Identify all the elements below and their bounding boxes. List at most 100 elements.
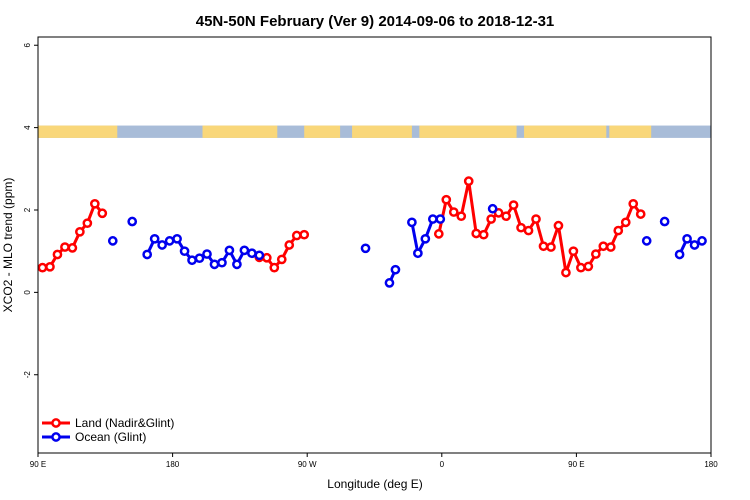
data-point (82, 218, 93, 229)
data-point (659, 216, 670, 227)
data-point (247, 248, 257, 259)
series-layer (37, 176, 707, 288)
data-point (384, 278, 395, 288)
series-land (37, 176, 646, 278)
x-axis-label: Longitude (deg E) (327, 477, 422, 491)
data-point (561, 267, 571, 278)
data-point (187, 255, 197, 266)
legend-marker (51, 418, 61, 428)
data-point (194, 253, 205, 264)
data-point (635, 209, 646, 219)
data-point (157, 240, 167, 250)
data-point (52, 249, 63, 260)
legend-label: Land (Nadir&Glint) (75, 416, 174, 430)
data-point (142, 249, 153, 260)
data-point (441, 194, 452, 205)
legend-label: Ocean (Glint) (75, 430, 146, 444)
data-point (261, 252, 272, 263)
data-point (427, 214, 438, 224)
land-band-segment (419, 125, 517, 138)
data-point (299, 229, 310, 240)
x-tick-label: 0 (440, 460, 445, 469)
data-point (682, 233, 692, 244)
data-point (689, 240, 700, 250)
data-point (67, 243, 78, 253)
data-point (276, 254, 287, 265)
land-band-segment (304, 125, 341, 138)
y-tick-label: 4 (23, 125, 32, 130)
data-point (628, 198, 639, 209)
data-point (583, 261, 594, 272)
legend-marker (51, 432, 61, 442)
data-point (546, 242, 556, 252)
y-tick-label: -2 (23, 371, 32, 379)
x-tick-label: 180 (166, 460, 180, 469)
data-point (202, 249, 212, 259)
y-tick-label: 6 (23, 42, 32, 47)
axes-layer: 90 E 180 90 W 0 90 E 180 -2 0 2 4 6 (23, 42, 718, 469)
x-tick-label: 90 E (568, 460, 584, 469)
land-band-segment (202, 125, 278, 138)
data-point (239, 245, 250, 256)
data-point (60, 242, 70, 252)
data-point (420, 233, 431, 244)
data-point (407, 217, 417, 228)
data-point (531, 214, 541, 224)
data-point (269, 262, 280, 273)
data-point (487, 203, 498, 214)
chart-title: 45N-50N February (Ver 9) 2014-09-06 to 2… (196, 13, 555, 30)
land-band-segment (352, 125, 412, 138)
data-point (164, 236, 175, 246)
data-point (620, 217, 631, 228)
data-point (553, 220, 564, 231)
data-point (598, 241, 609, 252)
data-point (568, 246, 579, 257)
data-point (37, 262, 48, 273)
y-tick-label: 2 (23, 207, 32, 212)
data-point (590, 249, 601, 259)
y-tick-label: 0 (23, 290, 32, 295)
data-point (284, 240, 295, 250)
data-point (224, 245, 235, 256)
data-point (172, 233, 182, 244)
data-point (107, 236, 118, 246)
series-ocean (107, 203, 707, 288)
x-tick-label: 90 E (30, 460, 46, 469)
land-band-segment (38, 125, 118, 138)
data-point (435, 214, 446, 224)
data-point (89, 198, 100, 209)
data-point (697, 236, 707, 246)
data-point (501, 211, 511, 222)
legend: Land (Nadir&Glint)Ocean (Glint) (42, 416, 174, 444)
data-point (463, 176, 474, 187)
surface-band (38, 125, 711, 138)
data-point (538, 241, 549, 252)
data-point (576, 262, 586, 273)
data-point (516, 222, 526, 233)
y-axis-label: XCO2 - MLO trend (ppm) (1, 178, 15, 313)
plot-frame (37, 36, 712, 454)
data-point (45, 261, 55, 272)
data-point (486, 214, 497, 224)
data-point (291, 230, 302, 241)
data-point (209, 259, 220, 270)
x-tick-label: 180 (704, 460, 718, 469)
data-point (232, 259, 242, 270)
data-point (179, 246, 190, 257)
data-point (254, 250, 265, 261)
data-point (217, 257, 227, 268)
data-point (127, 216, 138, 227)
x-tick-label: 90 W (298, 460, 317, 469)
data-point (97, 208, 108, 219)
data-point (674, 249, 685, 260)
data-point (641, 236, 652, 246)
data-point (523, 225, 534, 236)
data-point (413, 248, 423, 259)
data-point (448, 207, 459, 217)
land-band-segment (609, 125, 652, 138)
series-line (42, 202, 104, 270)
data-point (471, 228, 482, 239)
data-point (605, 242, 616, 252)
data-point (508, 200, 519, 210)
